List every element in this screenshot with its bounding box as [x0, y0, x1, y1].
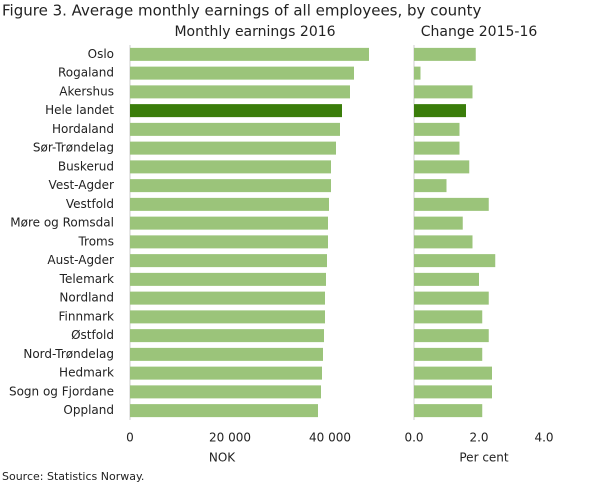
category-label: Troms: [77, 234, 114, 248]
bar: [414, 122, 460, 136]
bar: [130, 122, 340, 136]
bar: [130, 272, 326, 286]
bar: [414, 66, 421, 80]
bar: [414, 85, 473, 99]
bar: [130, 235, 328, 249]
category-label: Hordaland: [52, 122, 114, 136]
bar: [414, 385, 492, 399]
bar: [130, 329, 324, 343]
bar: [414, 366, 492, 380]
bar: [414, 404, 483, 418]
category-label: Telemark: [59, 272, 114, 286]
x-tick-label: 0.0: [404, 431, 423, 445]
category-label: Hedmark: [59, 366, 114, 380]
category-label: Oslo: [88, 47, 114, 61]
category-label: Østfold: [71, 328, 114, 342]
category-label: Aust-Agder: [47, 253, 114, 267]
bar: [130, 104, 342, 118]
bar: [130, 254, 327, 268]
bar: [414, 347, 483, 361]
bar: [414, 272, 479, 286]
bar: [130, 179, 331, 193]
bar: [414, 329, 489, 343]
x-tick-label: 40 000: [309, 431, 351, 445]
x-axis-label: Per cent: [459, 451, 509, 465]
bar: [414, 179, 447, 193]
bar: [130, 347, 323, 361]
bar: [414, 47, 476, 61]
category-label: Vest-Agder: [49, 178, 115, 192]
x-tick-label: 4.0: [534, 431, 553, 445]
category-label: Buskerud: [58, 159, 114, 173]
bar: [130, 85, 350, 99]
category-label: Sogn og Fjordane: [9, 384, 114, 398]
bar: [130, 47, 369, 61]
bar: [414, 197, 489, 211]
bar: [130, 197, 329, 211]
category-label: Rogaland: [58, 66, 114, 80]
panel-title: Monthly earnings 2016: [174, 24, 335, 40]
bar: [414, 235, 473, 249]
source: Source: Statistics Norway.: [2, 470, 144, 483]
category-label: Akershus: [59, 84, 114, 98]
category-label: Finnmark: [59, 309, 115, 323]
category-label: Oppland: [63, 403, 114, 417]
bar: [414, 310, 483, 324]
bar: [414, 141, 460, 155]
bar: [414, 104, 466, 118]
x-tick-label: 2.0: [469, 431, 488, 445]
bar: [414, 160, 470, 174]
bar: [130, 385, 321, 399]
panel-title: Change 2015-16: [421, 24, 538, 40]
x-tick-label: 0: [126, 431, 134, 445]
category-label: Vestfold: [66, 197, 114, 211]
x-axis-label: NOK: [209, 451, 236, 465]
bar: [130, 141, 336, 155]
bar: [130, 404, 318, 418]
bar: [414, 254, 496, 268]
category-label: Møre og Romsdal: [10, 216, 114, 230]
category-label: Hele landet: [45, 103, 114, 117]
bar: [414, 291, 489, 305]
category-label: Nord-Trøndelag: [23, 347, 114, 361]
bar: [130, 160, 331, 174]
category-label: Sør-Trøndelag: [33, 141, 114, 155]
bar: [414, 216, 463, 230]
bar: [130, 216, 328, 230]
bar: [130, 66, 354, 80]
bar: [130, 291, 325, 305]
category-label: Nordland: [59, 291, 114, 305]
bar: [130, 366, 322, 380]
x-tick-label: 20 000: [209, 431, 251, 445]
figure-title: Figure 3. Average monthly earnings of al…: [2, 2, 482, 20]
bar: [130, 310, 325, 324]
